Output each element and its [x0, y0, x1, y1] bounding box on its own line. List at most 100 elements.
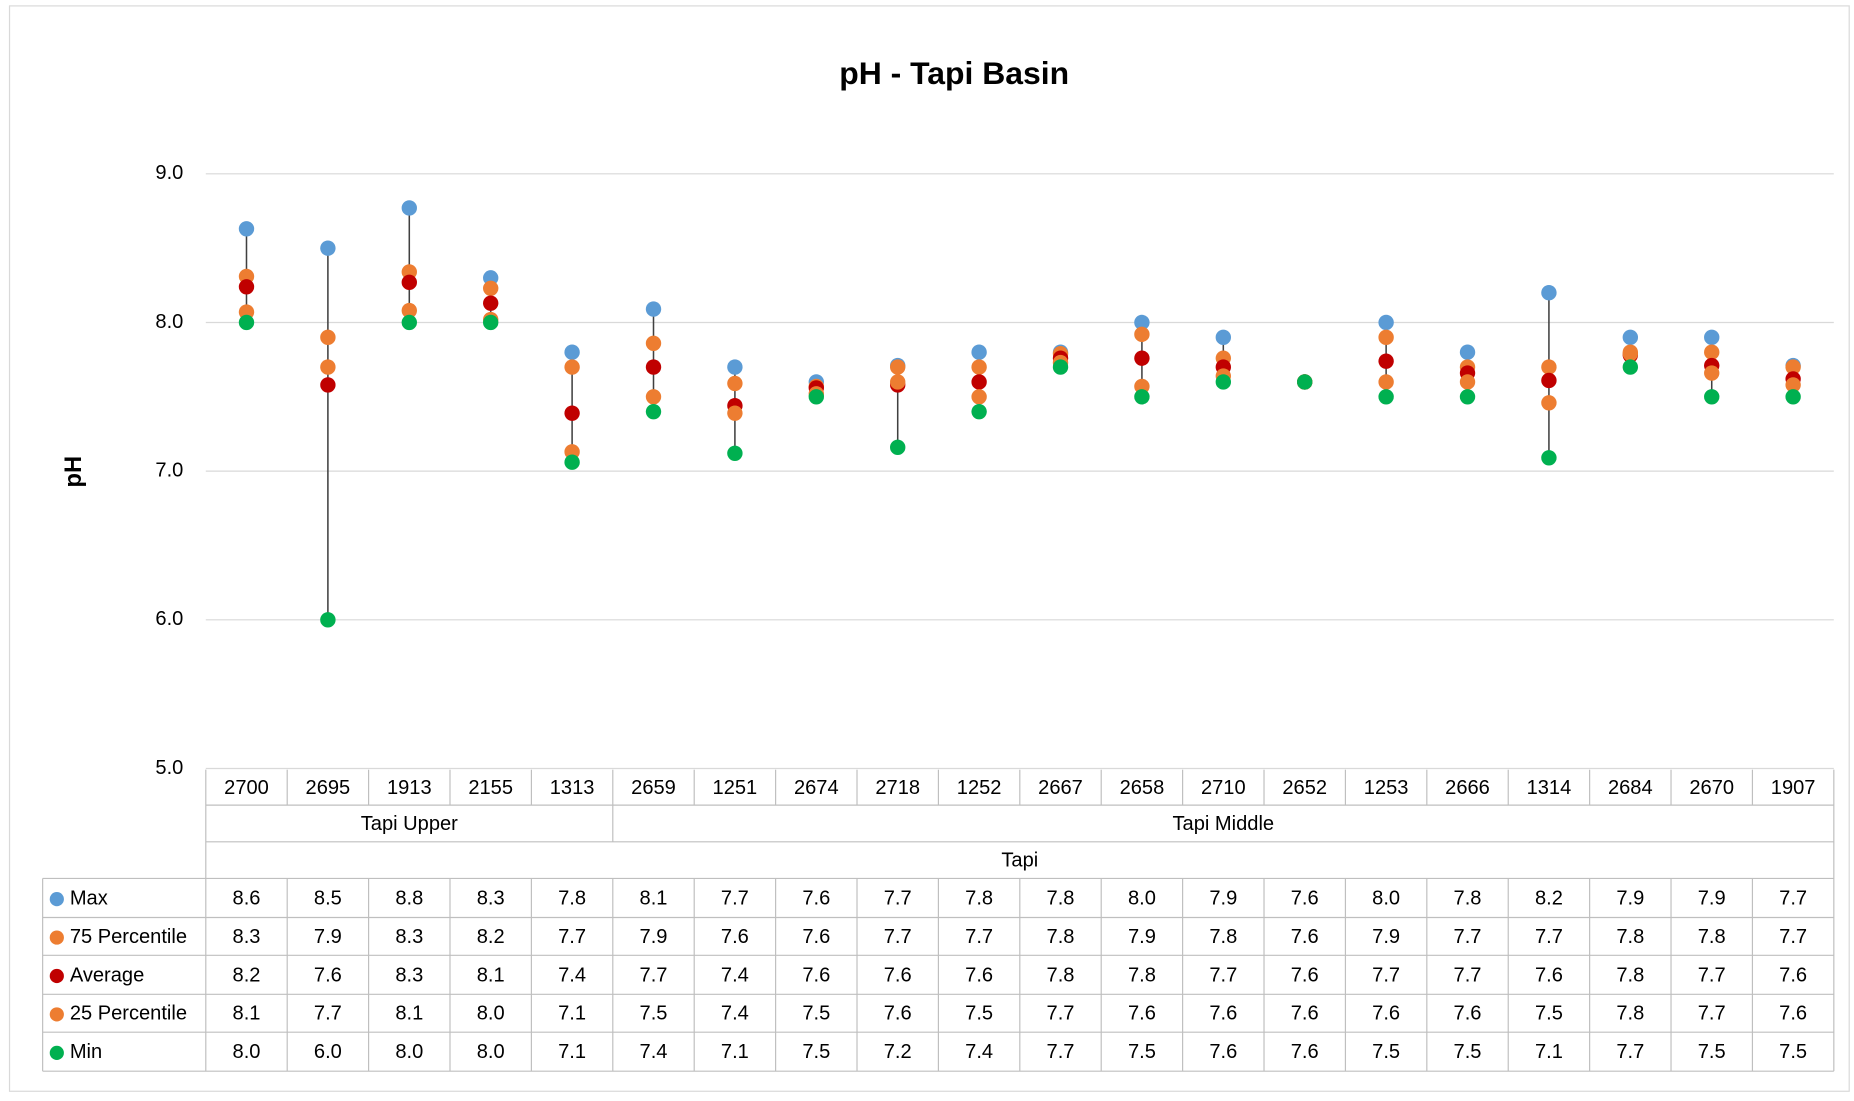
y-tick-label: 6.0 [155, 608, 183, 630]
dot [727, 359, 743, 375]
table-value: 8.0 [1128, 887, 1156, 909]
table-value: 7.4 [965, 1041, 993, 1063]
dot [1378, 353, 1394, 369]
table-value: 7.6 [1291, 1003, 1319, 1025]
table-value: 7.5 [1454, 1041, 1482, 1063]
dot [1459, 389, 1476, 405]
table-value: 7.7 [1779, 926, 1807, 948]
table-value: 8.8 [395, 887, 423, 909]
table-value: 7.9 [1209, 887, 1237, 909]
table-value: 7.8 [1047, 887, 1075, 909]
table-value: 7.2 [884, 1041, 912, 1063]
x-tick-label: 2658 [1120, 777, 1165, 799]
legend-label: Max [70, 887, 108, 909]
legend-label: Average [70, 964, 144, 986]
dot [971, 389, 987, 405]
chart-border [8, 5, 1850, 1092]
table-value: 7.6 [1454, 1003, 1482, 1025]
dot [1541, 285, 1557, 301]
y-tick-label: 8.0 [155, 311, 183, 333]
table-value: 7.6 [965, 964, 993, 986]
dot [971, 403, 987, 420]
dot [1378, 389, 1394, 405]
x-tick-label: 2700 [224, 777, 269, 799]
y-tick-label: 5.0 [155, 757, 183, 779]
table-value: 7.7 [1047, 1041, 1075, 1063]
table-value: 7.1 [1535, 1041, 1563, 1063]
x-tick-label: 2670 [1689, 777, 1734, 799]
table-value: 7.7 [1047, 1003, 1075, 1025]
dot [564, 344, 580, 360]
dot [401, 274, 417, 291]
dot [727, 375, 743, 392]
legend-key [49, 1007, 64, 1022]
dot [645, 403, 662, 420]
x-tick-label: 2666 [1445, 777, 1490, 799]
table-value: 7.6 [1291, 926, 1319, 948]
x-tick-label: 2710 [1201, 777, 1246, 799]
table-value: 7.4 [721, 964, 749, 986]
dot [645, 301, 662, 317]
table-value: 7.7 [965, 926, 993, 948]
dot [1052, 359, 1069, 375]
x-tick-label: 2674 [794, 777, 839, 799]
legend-label: Min [70, 1041, 102, 1063]
table-value: 7.4 [640, 1041, 668, 1063]
dot [971, 359, 987, 375]
dot [1378, 329, 1394, 346]
dot [1541, 450, 1557, 466]
table-value: 8.2 [233, 964, 261, 986]
table-value: 7.8 [1616, 926, 1644, 948]
table-value: 7.5 [1698, 1041, 1726, 1063]
dot [1622, 329, 1639, 346]
table-value: 8.3 [233, 926, 261, 948]
table-value: 7.1 [721, 1041, 749, 1063]
x-tick-label: 2684 [1608, 777, 1653, 799]
dot [1215, 374, 1232, 390]
table-value: 7.5 [965, 1003, 993, 1025]
x-tick-label: 2659 [631, 777, 676, 799]
x-tick-label: 2667 [1038, 777, 1083, 799]
x-tick-label: 2718 [875, 777, 920, 799]
table-value: 7.6 [802, 887, 830, 909]
table-value: 7.4 [721, 1003, 749, 1025]
table-value: 7.7 [1535, 926, 1563, 948]
dot [645, 389, 662, 405]
table-value: 7.9 [1128, 926, 1156, 948]
dot [320, 359, 336, 375]
x-tick-label: 2652 [1282, 777, 1327, 799]
dot [1378, 374, 1394, 390]
dot [1622, 346, 1639, 362]
table-value: 7.7 [1698, 964, 1726, 986]
x-tick-label: 1314 [1527, 777, 1572, 799]
table-value: 7.8 [1128, 964, 1156, 986]
table-value: 7.7 [1698, 1003, 1726, 1025]
x-tick-label: 2155 [468, 777, 513, 799]
dot [1785, 377, 1801, 393]
table-value: 7.6 [1128, 1003, 1156, 1025]
table-value: 7.6 [1291, 1041, 1319, 1063]
dot [401, 302, 417, 319]
table-value: 7.6 [1779, 964, 1807, 986]
table-value: 7.8 [1616, 1003, 1644, 1025]
x-tick-label: 1913 [387, 777, 432, 799]
dot [808, 389, 824, 405]
legend-label: 25 Percentile [70, 1003, 187, 1025]
table-value: 7.9 [314, 926, 342, 948]
table-value: 6.0 [314, 1041, 342, 1063]
legend-key [49, 1045, 64, 1060]
table-value: 7.5 [1779, 1041, 1807, 1063]
table-value: 7.1 [558, 1041, 586, 1063]
table-value: 8.0 [233, 1041, 261, 1063]
table-value: 7.6 [1535, 964, 1563, 986]
dot [1622, 359, 1639, 375]
dot [971, 374, 987, 390]
table-value: 8.2 [477, 926, 505, 948]
table-value: 8.3 [395, 964, 423, 986]
dot [1704, 389, 1720, 405]
table-value: 7.6 [1779, 1003, 1807, 1025]
table-value: 7.7 [640, 964, 668, 986]
table-value: 8.5 [314, 887, 342, 909]
dot [1785, 359, 1801, 375]
y-axis-title: pH [61, 456, 87, 488]
